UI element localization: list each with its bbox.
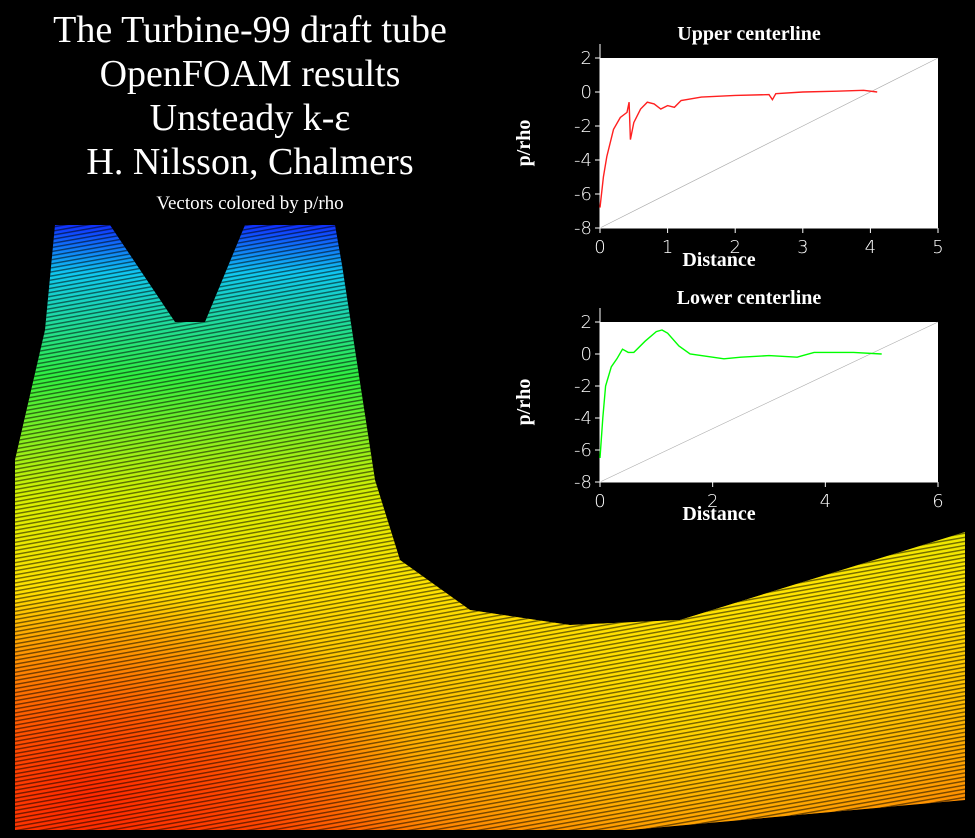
y-tick-label: -2	[574, 116, 592, 137]
title-line: H. Nilsson, Chalmers	[86, 141, 413, 183]
y-tick-label: 2	[581, 48, 592, 69]
x-tick-label: 3	[797, 237, 808, 258]
y-tick-label: -6	[574, 184, 592, 205]
x-tick-label: 6	[932, 491, 943, 512]
chart-title: Upper centerline	[677, 23, 821, 45]
y-tick-label: -4	[574, 150, 592, 171]
title-line: OpenFOAM results	[100, 53, 401, 95]
x-axis-label: Distance	[682, 503, 755, 525]
y-tick-label: 0	[581, 82, 592, 103]
subtitle: Vectors colored by p/rho	[156, 193, 343, 214]
title-line: The Turbine-99 draft tube	[53, 9, 447, 51]
y-tick-label: -8	[574, 218, 592, 239]
x-tick-label: 1	[662, 237, 673, 258]
chart-title: Lower centerline	[677, 287, 822, 309]
y-tick-label: 0	[581, 344, 592, 365]
y-tick-label: -2	[574, 376, 592, 397]
x-tick-label: 0	[594, 491, 605, 512]
y-tick-label: -4	[574, 408, 592, 429]
x-tick-label: 4	[865, 237, 876, 258]
x-tick-label: 4	[820, 491, 831, 512]
y-axis-label: p/rho	[513, 379, 535, 426]
page: The Turbine-99 draft tubeOpenFOAM result…	[0, 0, 975, 838]
y-tick-label: -6	[574, 440, 592, 461]
screen: The Turbine-99 draft tubeOpenFOAM result…	[0, 0, 975, 838]
y-axis-label: p/rho	[513, 120, 535, 167]
title-line: Unsteady k-ε	[150, 97, 351, 139]
x-tick-label: 0	[594, 237, 605, 258]
y-tick-label: 2	[581, 312, 592, 333]
x-axis-label: Distance	[682, 249, 755, 271]
x-tick-label: 5	[932, 237, 943, 258]
vector-field	[15, 225, 965, 830]
y-tick-label: -8	[574, 472, 592, 493]
